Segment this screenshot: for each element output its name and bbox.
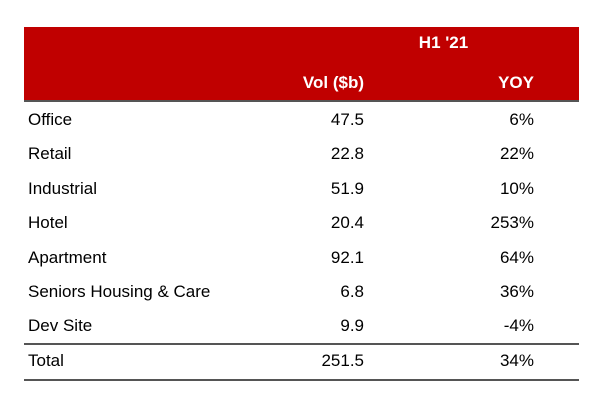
table-row: Office 47.5 6%: [24, 102, 579, 136]
row-yoy: -4%: [503, 316, 534, 336]
row-volume: 9.9: [340, 316, 364, 336]
row-volume: 92.1: [330, 247, 364, 267]
row-label: Office: [28, 110, 73, 129]
table-row: Seniors Housing & Care 6.8 36%: [24, 274, 579, 308]
row-label: Retail: [28, 144, 72, 164]
row-yoy: 6%: [509, 110, 534, 129]
total-volume: 251.5: [321, 350, 364, 370]
row-yoy: 22%: [499, 144, 534, 164]
table-body: Office 47.5 6% Retail 22.8 22% Industria…: [24, 100, 579, 343]
row-label: Industrial: [28, 178, 97, 198]
total-label: Total: [28, 350, 64, 370]
table-row: Dev Site 9.9 -4%: [24, 308, 579, 342]
row-yoy: 64%: [499, 247, 534, 267]
table-row: Apartment 92.1 64%: [24, 240, 579, 274]
row-volume: 20.4: [330, 213, 364, 233]
row-volume: 51.9: [330, 178, 364, 198]
table-row: Hotel 20.4 253%: [24, 205, 579, 239]
row-volume: 22.8: [330, 144, 364, 164]
row-label: Hotel: [28, 213, 68, 233]
volume-table: H1 '21 Vol ($b) YOY Office 47.5 6% Retai…: [24, 27, 579, 381]
yoy-column-heading: YOY: [498, 73, 534, 92]
table-row: Retail 22.8 22%: [24, 136, 579, 170]
period-heading: H1 '21: [418, 33, 469, 52]
table-header: H1 '21 Vol ($b) YOY: [24, 27, 579, 100]
row-volume: 6.8: [340, 281, 364, 301]
row-label: Seniors Housing & Care: [28, 281, 211, 301]
row-label: Apartment: [28, 247, 107, 267]
volume-column-heading: Vol ($b): [302, 73, 364, 92]
total-row: Total 251.5 34%: [24, 342, 579, 381]
total-yoy: 34%: [499, 350, 534, 370]
row-volume: 47.5: [330, 110, 364, 129]
table-row: Industrial 51.9 10%: [24, 171, 579, 205]
row-label: Dev Site: [28, 316, 93, 336]
row-yoy: 36%: [499, 281, 534, 301]
row-yoy: 10%: [499, 178, 534, 198]
row-yoy: 253%: [490, 213, 534, 233]
